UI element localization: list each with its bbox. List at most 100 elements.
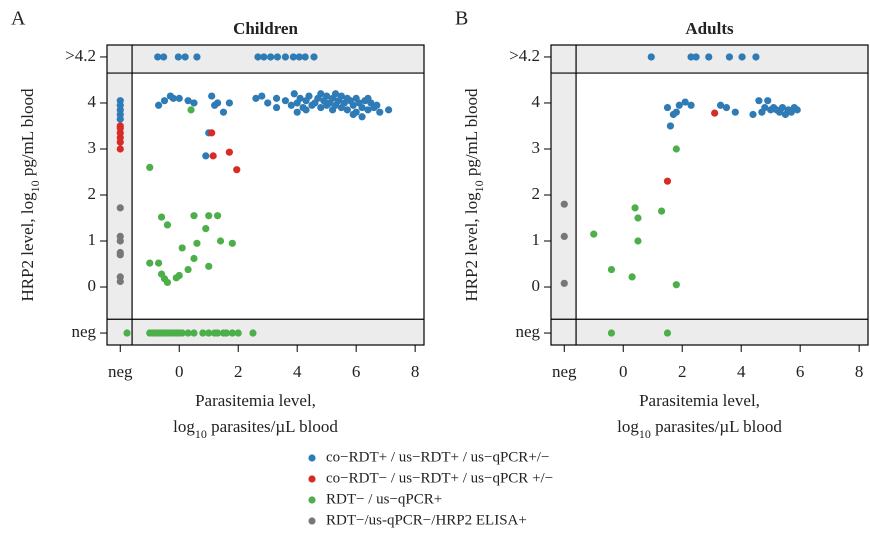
- point: [213, 212, 222, 220]
- point: [672, 281, 680, 289]
- point: [181, 53, 189, 61]
- point: [337, 92, 346, 100]
- strip: [107, 45, 133, 345]
- axis-label-part: log: [617, 417, 639, 436]
- y-tick-label: 0: [88, 276, 97, 295]
- point: [209, 152, 217, 160]
- point: [258, 92, 266, 100]
- point: [331, 90, 340, 98]
- point: [252, 94, 260, 102]
- point: [343, 94, 351, 102]
- point: [116, 145, 124, 153]
- point: [222, 329, 231, 337]
- point: [254, 53, 262, 61]
- point: [607, 265, 616, 274]
- x-tick-label: neg: [108, 362, 133, 381]
- x-tick-label: 2: [234, 362, 243, 381]
- point: [116, 138, 124, 146]
- point: [302, 106, 310, 114]
- point: [657, 207, 666, 215]
- point: [116, 115, 124, 123]
- point: [116, 204, 124, 212]
- point: [692, 53, 700, 61]
- axis-label-part: HRP2 level, log: [462, 192, 481, 302]
- point: [317, 90, 325, 98]
- point: [364, 106, 372, 114]
- point: [752, 53, 760, 61]
- point: [184, 97, 192, 105]
- point: [202, 152, 210, 160]
- point: [628, 273, 636, 281]
- point: [293, 108, 301, 116]
- x-tick-label: 6: [352, 362, 361, 381]
- y-tick-label: >4.2: [509, 46, 540, 65]
- point: [770, 103, 778, 112]
- y-tick-label: >4.2: [65, 46, 96, 65]
- y-tick-label: 3: [88, 138, 97, 157]
- point: [731, 108, 739, 116]
- legend-label: RDT− / us−qPCR+: [326, 491, 442, 507]
- point: [219, 108, 228, 116]
- legend: co−RDT+ / us−RDT+ / us−qPCR+/− co−RDT− / …: [308, 449, 553, 528]
- legend-marker: [308, 454, 316, 462]
- point: [205, 262, 213, 270]
- point: [163, 278, 172, 287]
- point: [272, 103, 281, 112]
- axis-label: log10 parasites/µL blood: [617, 417, 782, 441]
- panel-label: A: [11, 8, 26, 30]
- point: [154, 53, 162, 61]
- point: [711, 109, 719, 117]
- axis-label: Parasitemia level,: [195, 391, 316, 410]
- point: [634, 237, 642, 245]
- point: [296, 94, 304, 102]
- point: [672, 145, 680, 153]
- y-tick-label: 2: [88, 184, 97, 203]
- point: [634, 214, 642, 222]
- point: [349, 101, 357, 109]
- point: [287, 101, 295, 109]
- legend-label: co−RDT− / us−RDT+ / us−qPCR +/−: [326, 470, 553, 486]
- point: [364, 94, 372, 102]
- axis-label: Parasitemia level,: [639, 391, 760, 410]
- point: [211, 101, 219, 109]
- point: [560, 232, 568, 241]
- point: [202, 224, 210, 233]
- axis-label: log10 parasites/µL blood: [173, 417, 338, 441]
- point: [281, 53, 290, 61]
- point: [281, 97, 290, 105]
- x-tick-label: 8: [855, 362, 864, 381]
- y-tick-label: 0: [532, 276, 541, 295]
- point: [205, 329, 213, 337]
- point: [323, 92, 331, 100]
- axis-label-part: 10: [28, 180, 42, 192]
- point: [175, 271, 183, 280]
- point: [663, 177, 672, 185]
- axis-label-part: parasites/µL blood: [207, 417, 338, 436]
- y-tick-label: 4: [532, 92, 541, 111]
- point: [272, 94, 281, 102]
- axis-label: HRP2 level, log10 pg/mL blood: [462, 88, 486, 302]
- axis-label-part: 10: [195, 427, 207, 441]
- point: [228, 239, 236, 247]
- point: [290, 90, 298, 98]
- point: [160, 53, 168, 61]
- x-tick-label: neg: [552, 362, 577, 381]
- point: [160, 97, 169, 105]
- point: [358, 103, 366, 112]
- point: [764, 97, 772, 105]
- point: [305, 92, 313, 100]
- point: [213, 329, 222, 337]
- point: [301, 53, 309, 61]
- point: [190, 99, 198, 107]
- axis-label-part: log: [173, 417, 195, 436]
- point: [216, 237, 225, 245]
- point: [590, 230, 598, 238]
- frame: [106, 44, 425, 346]
- point: [234, 329, 242, 337]
- x-tick-label: 2: [678, 362, 687, 381]
- point: [755, 97, 763, 105]
- point: [199, 329, 207, 337]
